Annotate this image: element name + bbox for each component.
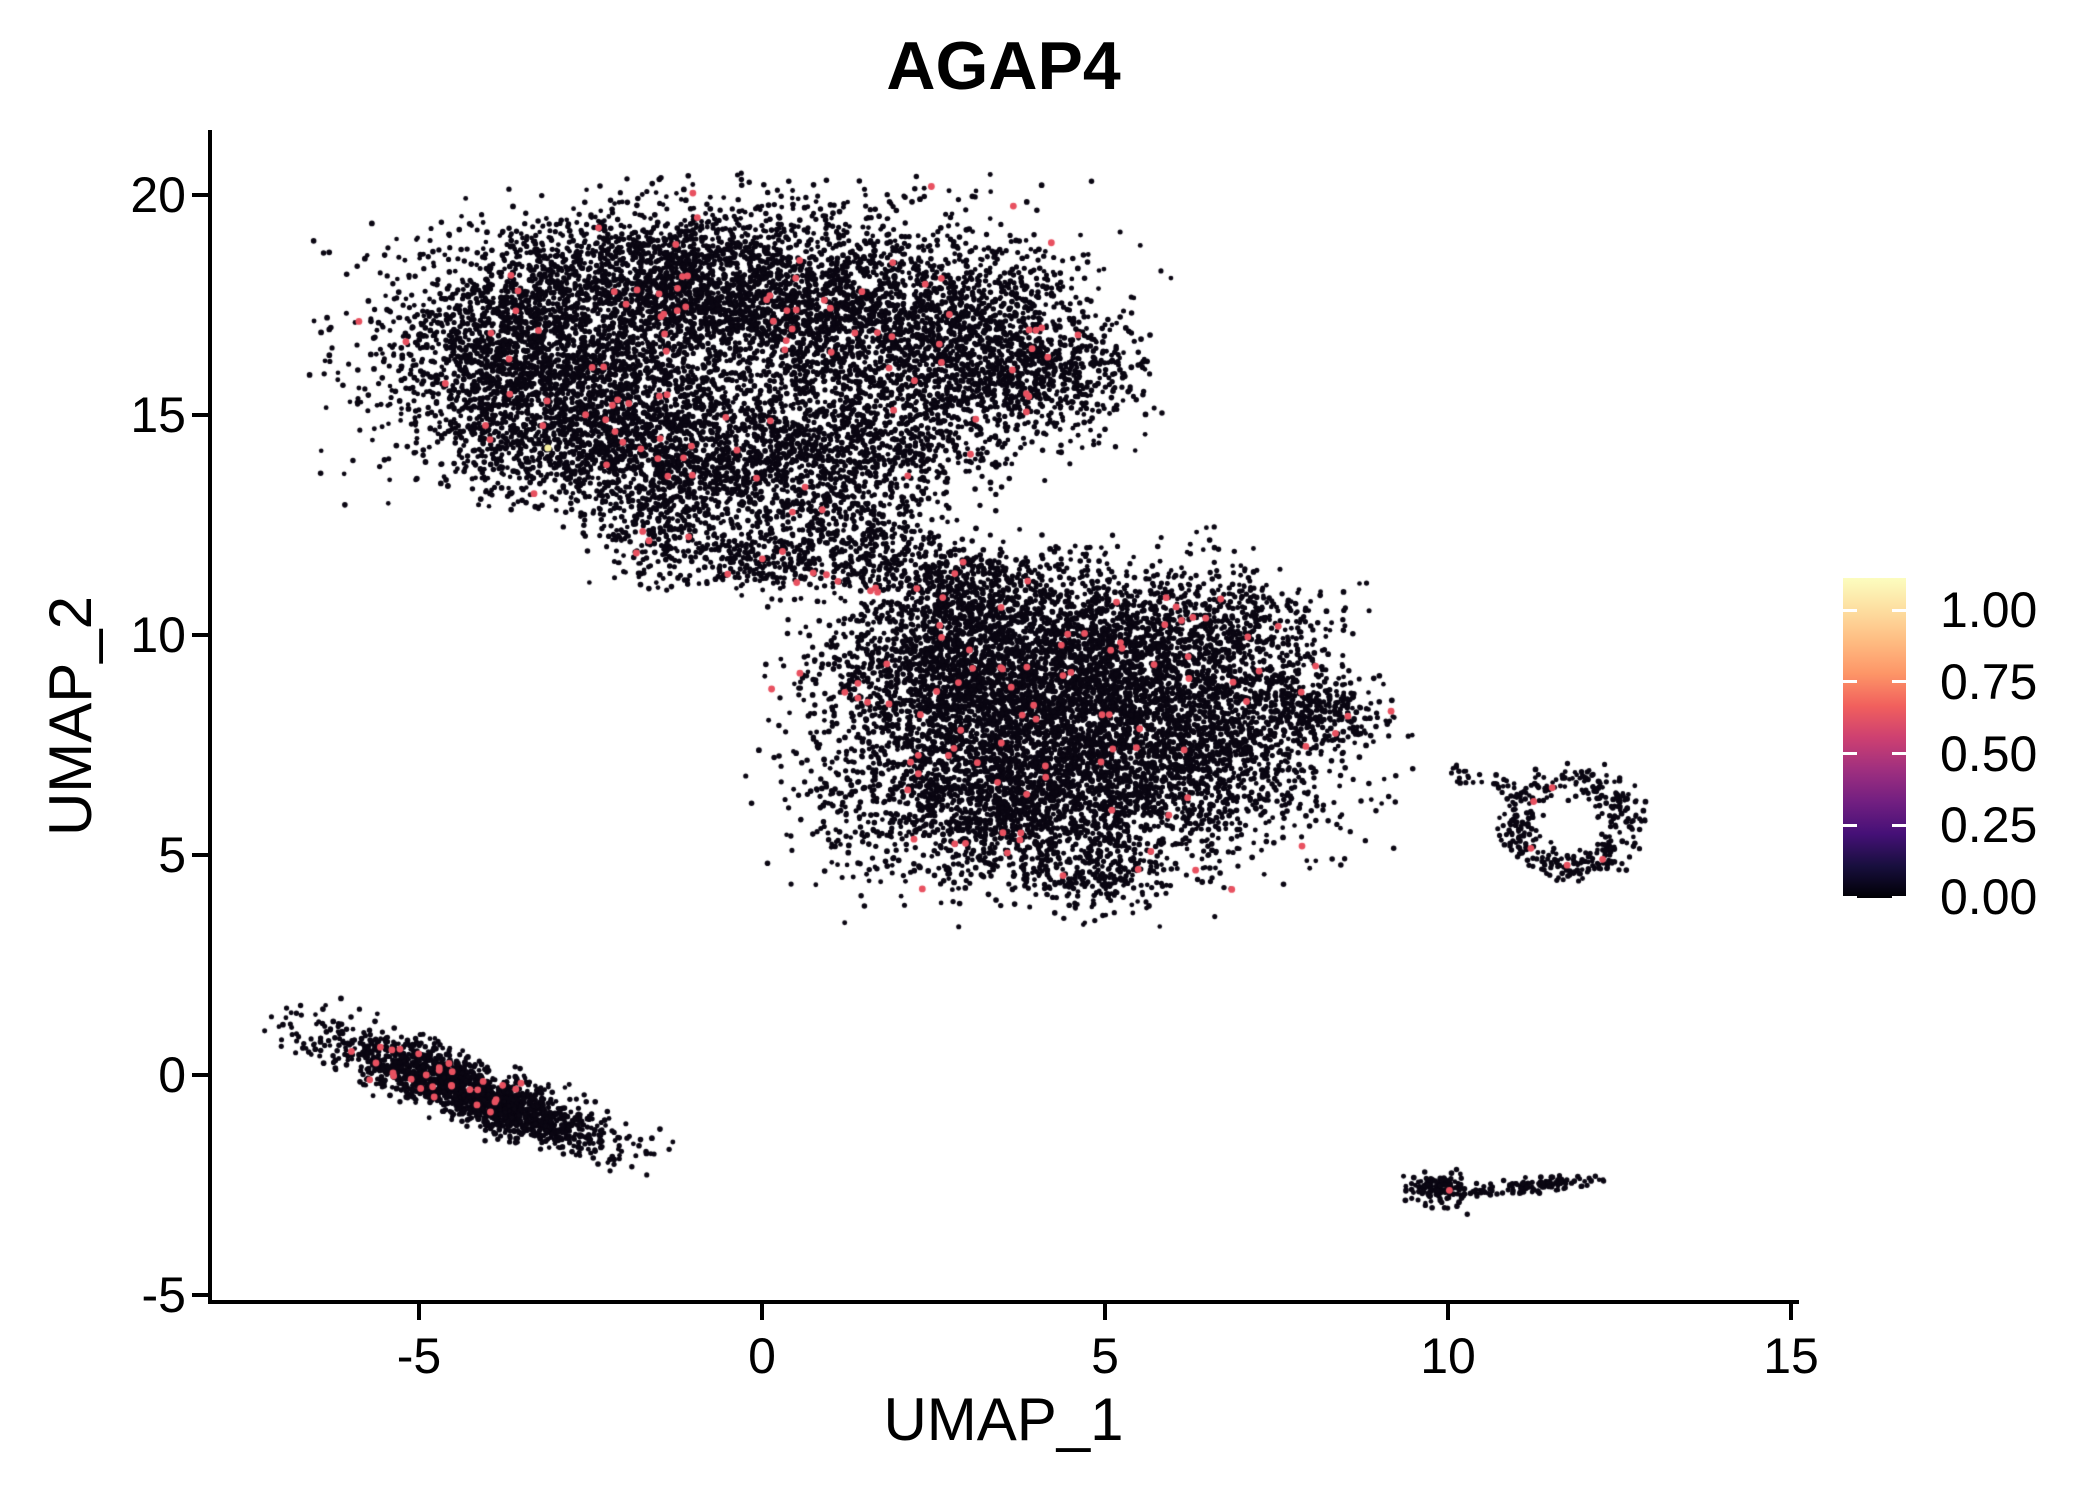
colorbar-tick-mark [1892,823,1906,827]
x-tick-label: -5 [396,1328,442,1384]
y-tick-mark [192,633,208,637]
x-tick-label: 5 [1091,1328,1119,1384]
y-tick-label: 10 [130,607,186,663]
colorbar-tick-mark [1843,823,1857,827]
y-tick-label: 20 [130,167,186,223]
colorbar-tick-label: 0.75 [1940,653,2038,710]
x-axis-line [208,1300,1799,1304]
y-tick-mark [192,193,208,197]
colorbar-tick-label: 0.00 [1940,869,2038,925]
x-tick-mark [1446,1304,1450,1320]
colorbar-gradient [1843,578,1906,898]
x-tick-label: 0 [748,1328,776,1384]
x-tick-label: 15 [1763,1328,1819,1384]
colorbar-tick-mark [1892,895,1906,899]
colorbar-legend: 1.00 0.75 0.50 0.25 0.00 [1843,578,2100,923]
plot-title: AGAP4 [886,28,1121,104]
colorbar-tick-mark [1892,608,1906,612]
colorbar-tick-mark [1843,895,1857,899]
colorbar-tick-mark [1843,680,1857,684]
colorbar-tick-label: 0.25 [1940,797,2038,854]
colorbar-tick-label: 0.50 [1940,725,2038,782]
y-tick-mark [192,413,208,417]
colorbar-tick-mark [1892,680,1906,684]
x-tick-mark [760,1304,764,1320]
y-axis-line [208,130,212,1304]
y-tick-label: -5 [141,1267,186,1323]
colorbar-tick-label: 1.00 [1940,582,2038,638]
y-tick-label: 15 [130,387,186,443]
y-tick-mark [192,1293,208,1297]
y-axis-title: UMAP_2 [37,595,104,837]
x-tick-mark [1103,1304,1107,1320]
x-tick-label: 10 [1420,1328,1476,1384]
y-tick-label: 0 [158,1047,186,1103]
colorbar-tick-mark [1843,752,1857,755]
y-tick-mark [192,853,208,857]
y-tick-mark [192,1073,208,1077]
x-tick-mark [1789,1304,1793,1320]
x-tick-mark [417,1304,421,1320]
colorbar-tick-mark [1892,752,1906,755]
y-tick-label: 5 [158,827,186,883]
x-axis-title: UMAP_1 [883,1386,1124,1453]
colorbar-tick-mark [1843,608,1857,612]
